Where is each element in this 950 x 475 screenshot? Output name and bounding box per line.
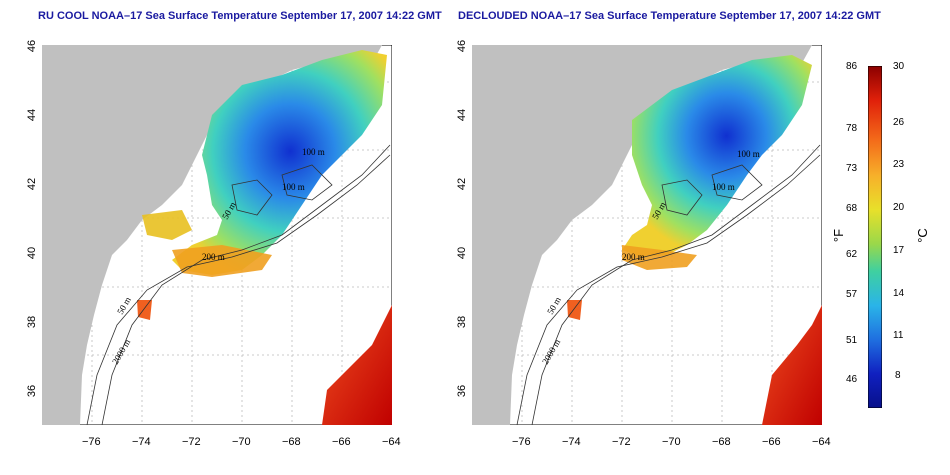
- c-tick: 26: [893, 117, 905, 128]
- lon-tick: −72: [182, 436, 201, 448]
- lat-tick: 44: [456, 108, 468, 122]
- lon-tick: −74: [562, 436, 581, 448]
- left-sst-map: 100 m 50 m 200 m 50 m 2000 m 100 m: [42, 45, 392, 425]
- lat-tick: 42: [456, 177, 468, 191]
- lon-tick: −76: [512, 436, 531, 448]
- colorbar: [868, 66, 882, 408]
- fahrenheit-unit-label: °F: [831, 228, 847, 243]
- lon-tick: −64: [382, 436, 401, 448]
- contour-label: 100 m: [302, 147, 325, 157]
- lon-tick: −68: [282, 436, 301, 448]
- lon-tick: −64: [812, 436, 831, 448]
- lat-tick: 38: [456, 315, 468, 329]
- celsius-unit-label: °C: [914, 228, 930, 243]
- lat-tick: 44: [26, 108, 38, 122]
- lon-tick: −70: [662, 436, 681, 448]
- contour-label: 100 m: [282, 182, 305, 192]
- lon-tick: −70: [232, 436, 251, 448]
- lat-tick: 46: [26, 39, 38, 53]
- lat-tick: 36: [456, 384, 468, 398]
- lon-tick: −76: [82, 436, 101, 448]
- c-tick: 11: [893, 330, 904, 341]
- lon-tick: −72: [612, 436, 631, 448]
- lon-tick: −68: [712, 436, 731, 448]
- contour-label: 200 m: [202, 252, 225, 262]
- c-tick: 30: [893, 61, 905, 72]
- c-tick: 14: [893, 288, 905, 299]
- contour-label: 100 m: [737, 149, 760, 159]
- land-mass: [42, 45, 382, 425]
- lat-tick: 40: [456, 246, 468, 260]
- sst-field: [622, 55, 812, 257]
- f-tick: 51: [846, 335, 858, 346]
- right-sst-map: 100 m 50 m 200 m 50 m 2000 m 100 m: [472, 45, 822, 425]
- lat-tick: 36: [26, 384, 38, 398]
- contour-label: 100 m: [712, 182, 735, 192]
- left-map-title: RU COOL NOAA–17 Sea Surface Temperature …: [38, 10, 442, 22]
- c-tick: 8: [895, 370, 901, 381]
- c-tick: 17: [893, 245, 905, 256]
- gulf-stream-patch: [762, 305, 822, 425]
- lat-tick: 38: [26, 315, 38, 329]
- lat-tick: 46: [456, 39, 468, 53]
- sst-field: [172, 50, 387, 275]
- land-mass: [472, 45, 812, 425]
- f-tick: 86: [846, 61, 858, 72]
- contour-label: 200 m: [622, 252, 645, 262]
- lon-tick: −66: [332, 436, 351, 448]
- f-tick: 73: [846, 163, 858, 174]
- lat-tick: 42: [26, 177, 38, 191]
- f-tick: 78: [846, 123, 858, 134]
- gulf-stream-patch: [322, 305, 392, 425]
- lon-tick: −74: [132, 436, 151, 448]
- f-tick: 57: [846, 289, 858, 300]
- c-tick: 23: [893, 159, 905, 170]
- lon-tick: −66: [762, 436, 781, 448]
- lat-tick: 40: [26, 246, 38, 260]
- right-map-title: DECLOUDED NOAA–17 Sea Surface Temperatur…: [458, 10, 881, 22]
- c-tick: 20: [893, 202, 905, 213]
- f-tick: 46: [846, 374, 858, 385]
- f-tick: 62: [846, 249, 858, 260]
- f-tick: 68: [846, 203, 858, 214]
